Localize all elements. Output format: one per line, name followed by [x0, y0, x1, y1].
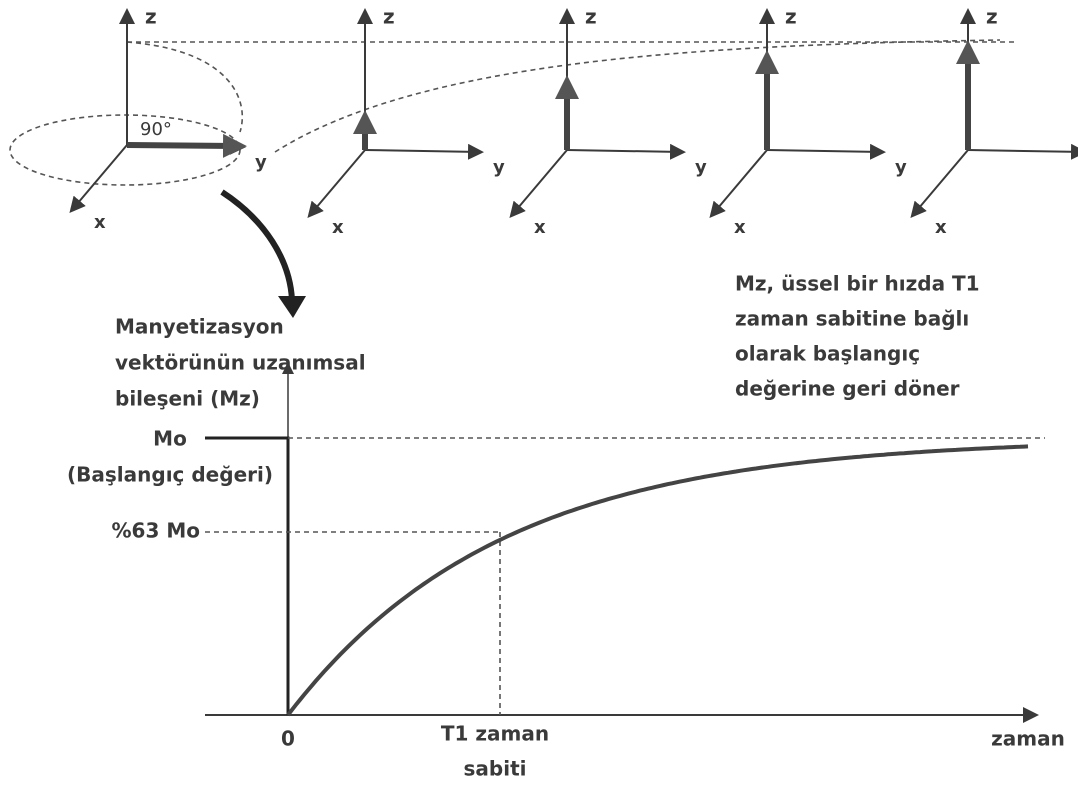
- annotation-line: zaman sabitine bağlı: [735, 307, 969, 331]
- y-axis: [968, 150, 1078, 152]
- y-axis: [365, 150, 480, 152]
- initial-label: (Başlangıç değeri): [67, 463, 273, 487]
- recovery-curve: [288, 446, 1028, 715]
- y-label: y: [895, 157, 907, 178]
- curved-arrow: [222, 192, 292, 300]
- page: {"frames": [ {"z": "z", "y": "y", "x": "…: [0, 0, 1078, 782]
- y-axis-label-line: bileşeni (Mz): [115, 387, 260, 411]
- x-axis: [512, 150, 567, 215]
- mo63-label: %63 Mo: [112, 519, 200, 543]
- x-label: x: [94, 212, 106, 233]
- x-label: x: [734, 217, 746, 238]
- frames: zyxzyxzyxzyxzyx: [72, 5, 1078, 239]
- annotation-line: olarak başlangıç: [735, 342, 920, 366]
- z-label: z: [585, 5, 597, 29]
- z-label: z: [986, 5, 998, 29]
- z-label: z: [145, 5, 157, 29]
- y-label: y: [493, 157, 505, 178]
- z-label: z: [383, 5, 395, 29]
- y-axis: [767, 150, 882, 152]
- y-axis: [567, 150, 682, 152]
- x-label: x: [935, 217, 947, 238]
- x-axis: [310, 150, 365, 215]
- origin-label: 0: [281, 727, 295, 751]
- x-axis: [913, 150, 968, 215]
- magnetization-vector: [127, 145, 235, 146]
- annotation-line: değerine geri döner: [735, 377, 960, 401]
- annotation-line: Mz, üssel bir hızda T1: [735, 272, 980, 296]
- y-axis-label-line: vektörünün uzanımsal: [115, 351, 366, 375]
- y-label: y: [695, 157, 707, 178]
- y-axis-label-line: Manyetizasyon: [115, 315, 284, 339]
- t1-label-line: sabiti: [464, 757, 527, 781]
- x-label: x: [534, 217, 546, 238]
- x-axis-label: zaman: [991, 727, 1065, 751]
- recovery-trace: [275, 40, 1000, 152]
- mo-label: Mo: [153, 427, 187, 451]
- t1-label-line: T1 zaman: [441, 722, 549, 746]
- diagram: zyxzyxzyxzyxzyx 90° Manyetizasyon vektör…: [0, 0, 1078, 782]
- x-axis: [72, 145, 127, 210]
- x-label: x: [332, 217, 344, 238]
- z-label: z: [785, 5, 797, 29]
- y-label: y: [255, 152, 267, 173]
- precession-ellipse: [10, 115, 240, 185]
- x-axis: [712, 150, 767, 215]
- angle-label: 90°: [140, 119, 172, 140]
